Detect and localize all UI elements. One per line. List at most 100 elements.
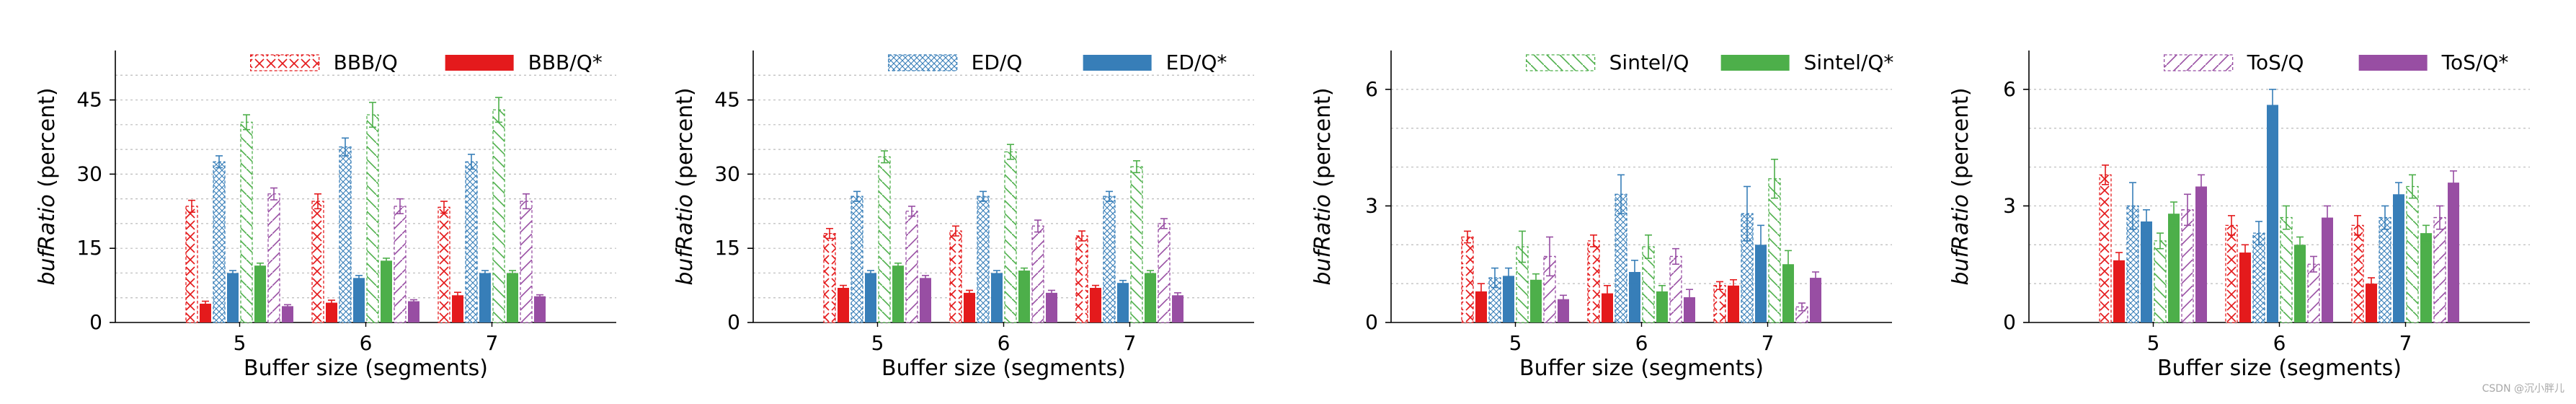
error-bar (1716, 281, 1723, 291)
legend-swatch-hatch (888, 54, 958, 71)
error-bar (1160, 218, 1168, 229)
legend-label: BBB/Q (334, 50, 398, 74)
bar-hatch (185, 206, 198, 323)
error-bar (410, 299, 417, 304)
error-bar (1106, 190, 1113, 202)
bar-hatch (1713, 285, 1726, 323)
bar (865, 273, 876, 322)
bar-hatch (240, 121, 253, 323)
bar-hatch (2154, 240, 2167, 323)
error-bar (1021, 267, 1028, 274)
error-bar (2310, 255, 2317, 273)
bar-hatch (878, 156, 891, 323)
bar (1782, 264, 1794, 322)
x-axis-label: Buffer size (segments) (1519, 356, 1764, 381)
error-bar (369, 102, 376, 128)
x-tick-label: 5 (2147, 331, 2160, 355)
chart-sintel: 0 3 6 bufRatio (percent) Buffer size (segmen… (1310, 50, 1893, 381)
error-bar (243, 114, 250, 131)
bar (1558, 299, 1569, 322)
bar (326, 302, 337, 322)
error-bar (2422, 224, 2430, 242)
error-bar (440, 201, 448, 214)
error-bar (894, 262, 902, 269)
bar-hatch (1031, 225, 1044, 323)
legend-label: BBB/Q* (528, 50, 603, 74)
y-tick-label: 0 (727, 310, 740, 334)
bar (353, 278, 365, 322)
x-tick-label: 6 (360, 331, 373, 355)
error-bar (966, 289, 973, 297)
error-bar (2170, 201, 2177, 227)
bar-hatch (2099, 174, 2112, 323)
error-bar (2283, 205, 2290, 230)
bar (227, 273, 239, 322)
error-bar (2324, 205, 2331, 230)
bar (2420, 233, 2432, 322)
error-bar (1617, 174, 1625, 215)
bar-hatch (2225, 224, 2238, 323)
bar (254, 265, 266, 322)
bar (838, 288, 849, 322)
error-bar (314, 193, 321, 210)
y-axis-label: bufRatio (percent) (1310, 87, 1336, 285)
bar-hatch (2280, 216, 2293, 323)
error-bar (1478, 283, 1485, 300)
error-bar (1174, 292, 1181, 299)
error-bar (2102, 164, 2109, 185)
bar-hatch (2406, 185, 2419, 323)
error-bar (1686, 289, 1693, 306)
bar (2239, 252, 2251, 322)
error-bar (454, 291, 461, 299)
error-bar (2436, 205, 2443, 230)
error-bar (908, 206, 915, 217)
bar-hatch (905, 211, 918, 323)
bar (1656, 291, 1668, 322)
error-bar (1532, 273, 1540, 286)
bar-hatch (394, 206, 407, 323)
error-bar (1546, 236, 1553, 277)
bar-hatch (823, 232, 836, 323)
error-bar (1119, 279, 1127, 286)
bar-hatch (2351, 224, 2364, 323)
legend-swatch (1720, 55, 1790, 71)
bar-hatch (977, 196, 990, 323)
error-bar (2184, 193, 2191, 227)
chart-bbb: 0 15 30 45 bufRatio (percent) Buffer size (se… (35, 50, 616, 381)
error-bar (1147, 270, 1154, 276)
error-bar (1730, 278, 1737, 292)
y-tick-label: 0 (2003, 310, 2016, 334)
bar (1629, 271, 1640, 322)
bar-hatch (1103, 196, 1116, 323)
bar (1018, 271, 1030, 322)
bar-hatch (2433, 216, 2446, 323)
legend-label: ToS/Q (2247, 50, 2304, 74)
error-bar (840, 284, 847, 291)
bar (534, 296, 546, 322)
bar-hatch (949, 230, 962, 323)
bar-hatch (2379, 216, 2391, 323)
bar-hatch (2181, 209, 2194, 323)
y-tick-label: 0 (89, 310, 102, 334)
legend-swatch (1083, 55, 1152, 71)
chart-ed: 0 15 30 45 bufRatio (percent) Buffer size (se… (672, 50, 1254, 381)
y-tick-label: 30 (714, 162, 740, 185)
x-tick-label: 7 (486, 331, 499, 355)
bar (1046, 292, 1057, 322)
bar (452, 295, 463, 322)
legend-swatch (445, 55, 514, 71)
bar-hatch (213, 161, 226, 323)
legend-label: ToS/Q* (2441, 50, 2509, 74)
y-tick-label: 45 (714, 88, 740, 112)
bar (1530, 279, 1542, 322)
bar-hatch (2307, 263, 2320, 323)
bar (507, 273, 518, 322)
error-bar (1491, 267, 1498, 289)
bar-hatch (267, 193, 280, 323)
error-bar (2395, 182, 2402, 207)
error-bar (1048, 289, 1055, 297)
error-bar (826, 227, 833, 240)
y-tick-label: 30 (76, 162, 102, 185)
error-bar (853, 190, 861, 202)
